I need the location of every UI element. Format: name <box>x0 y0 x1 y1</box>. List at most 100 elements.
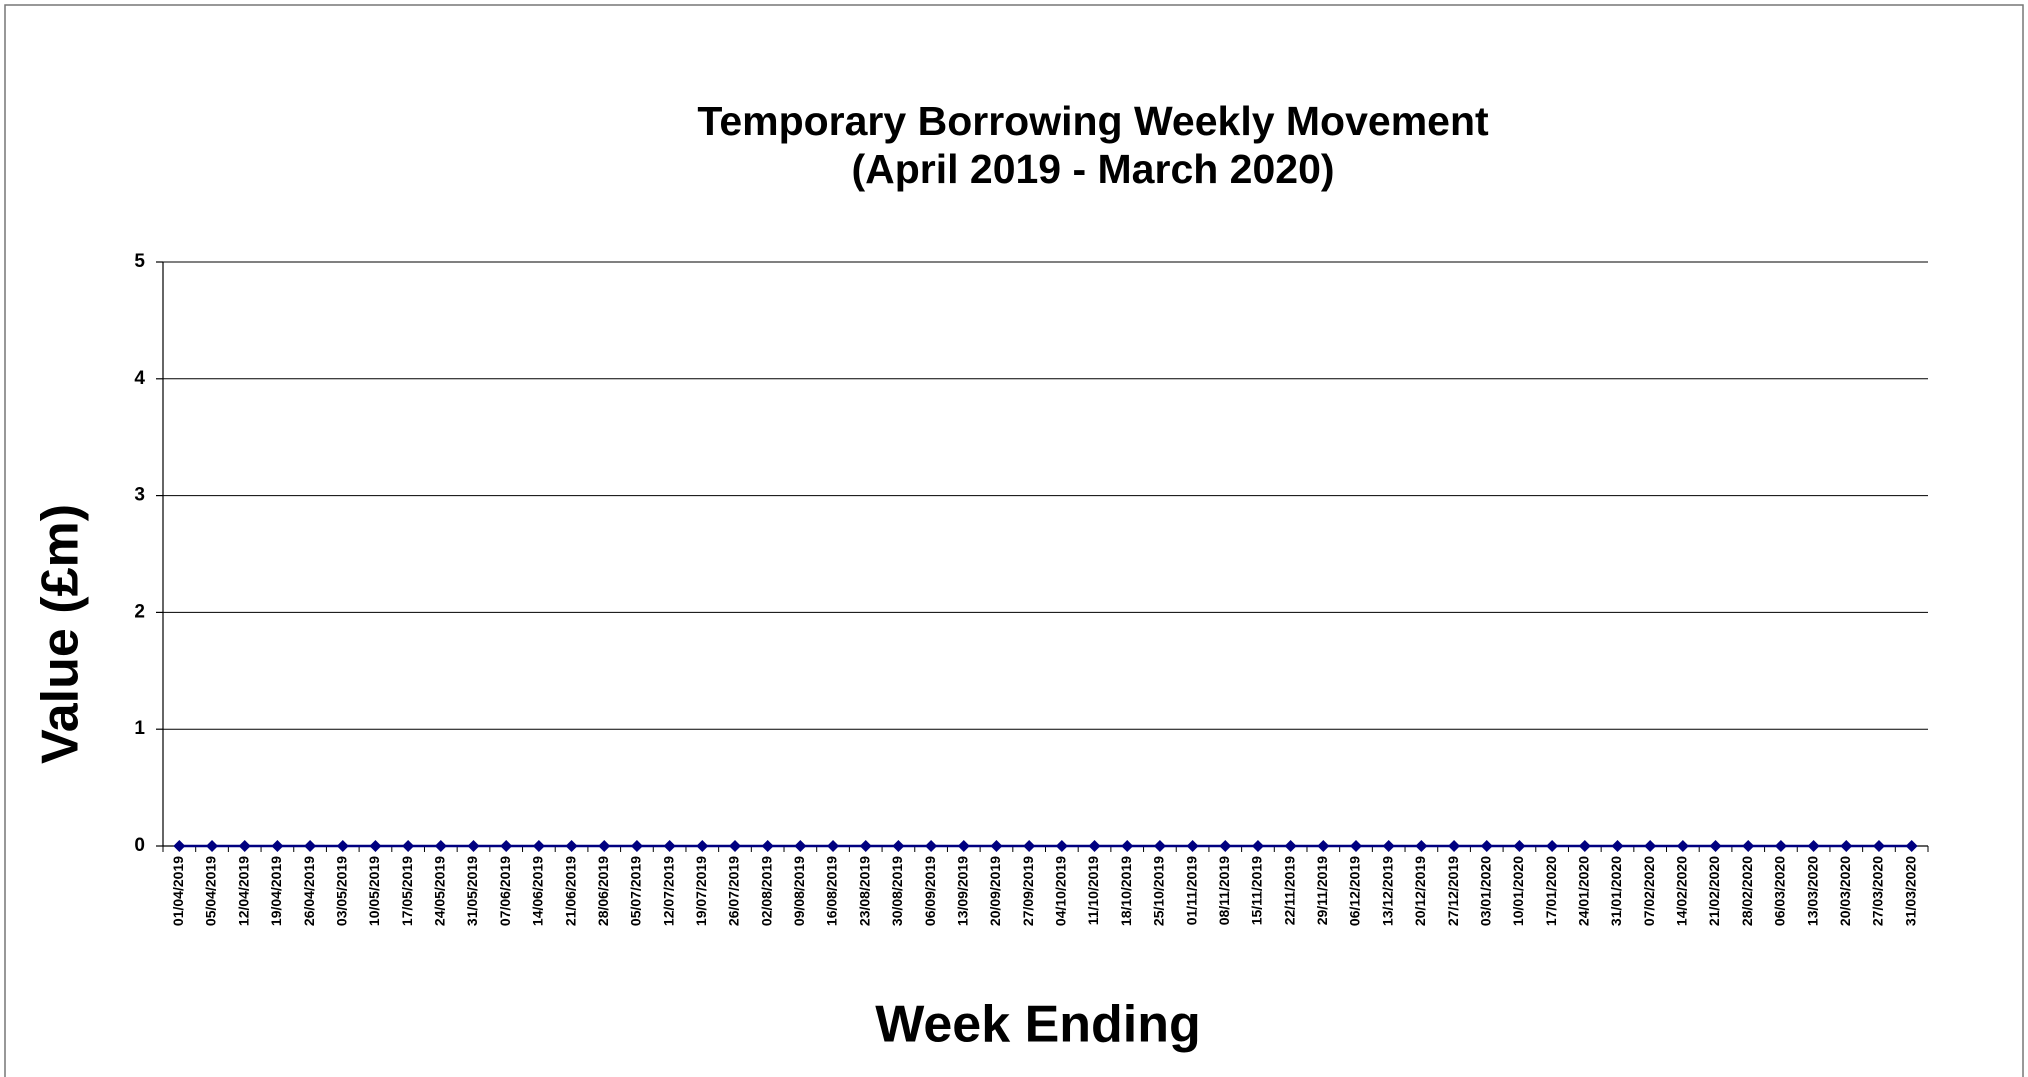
chart-subtitle: (April 2019 - March 2020) <box>851 146 1334 192</box>
data-point <box>238 840 251 852</box>
x-tick-label: 26/07/2019 <box>726 856 742 926</box>
x-tick-label: 03/01/2020 <box>1477 856 1493 926</box>
x-tick-label: 05/04/2019 <box>203 856 219 926</box>
y-tick-label: 0 <box>134 835 145 856</box>
data-point <box>761 840 774 852</box>
data-point <box>173 840 186 852</box>
data-point <box>500 840 513 852</box>
x-tick-label: 06/12/2019 <box>1347 856 1363 926</box>
data-point <box>1023 840 1036 852</box>
data-point <box>1905 840 1918 852</box>
data-point <box>1186 840 1199 852</box>
x-tick-label: 06/09/2019 <box>922 856 938 926</box>
data-point <box>728 840 741 852</box>
x-tick-label: 03/05/2019 <box>333 856 349 926</box>
x-tick-label: 27/09/2019 <box>1020 856 1036 926</box>
data-point <box>336 840 349 852</box>
x-tick-label: 27/12/2019 <box>1445 856 1461 926</box>
x-tick-label: 06/03/2020 <box>1772 856 1788 926</box>
x-tick-label: 31/05/2019 <box>464 856 480 926</box>
x-tick-label: 04/10/2019 <box>1053 856 1069 926</box>
x-tick-label: 23/08/2019 <box>856 856 872 926</box>
x-tick-label: 07/02/2020 <box>1641 856 1657 926</box>
x-tick-label: 20/03/2020 <box>1837 856 1853 926</box>
data-point <box>1415 840 1428 852</box>
x-tick-label: 17/05/2019 <box>399 856 415 926</box>
data-point <box>304 840 317 852</box>
x-tick-label: 08/11/2019 <box>1216 856 1232 926</box>
data-point <box>1546 840 1559 852</box>
x-tick-label: 10/05/2019 <box>366 856 382 926</box>
data-point <box>892 840 905 852</box>
chart-title: Temporary Borrowing Weekly Movement <box>697 98 1489 144</box>
x-tick-label: 09/08/2019 <box>791 856 807 926</box>
data-point <box>1121 840 1134 852</box>
x-tick-label: 07/06/2019 <box>497 856 513 926</box>
x-tick-label: 14/06/2019 <box>530 856 546 926</box>
x-tick-label: 20/12/2019 <box>1412 856 1428 926</box>
y-tick-label: 2 <box>134 601 145 622</box>
x-tick-label: 21/02/2020 <box>1706 856 1722 926</box>
chart-frame <box>4 4 2024 1077</box>
x-tick-label: 31/03/2020 <box>1902 856 1918 926</box>
x-tick-label: 29/11/2019 <box>1314 856 1330 926</box>
data-point <box>1611 840 1624 852</box>
data-point <box>1872 840 1885 852</box>
data-point <box>565 840 578 852</box>
x-tick-label: 14/02/2020 <box>1674 856 1690 926</box>
x-tick-label: 17/01/2020 <box>1543 856 1559 926</box>
data-point <box>1513 840 1526 852</box>
data-point <box>1644 840 1657 852</box>
data-point <box>663 840 676 852</box>
y-tick-label: 4 <box>134 368 145 389</box>
data-point <box>1840 840 1853 852</box>
data-point <box>696 840 709 852</box>
data-point <box>402 840 415 852</box>
data-point <box>1448 840 1461 852</box>
x-tick-label: 05/07/2019 <box>628 856 644 926</box>
data-point <box>1153 840 1166 852</box>
x-tick-label: 18/10/2019 <box>1118 856 1134 926</box>
y-tick-label: 5 <box>134 251 145 272</box>
y-axis-title: Value (£m) <box>32 504 90 764</box>
x-tick-label: 16/08/2019 <box>824 856 840 926</box>
data-point <box>1578 840 1591 852</box>
data-point <box>598 840 611 852</box>
data-point <box>1284 840 1297 852</box>
data-point <box>630 840 643 852</box>
data-point <box>1350 840 1363 852</box>
x-tick-label: 24/01/2020 <box>1576 856 1592 926</box>
data-point <box>1251 840 1264 852</box>
data-point <box>1709 840 1722 852</box>
x-tick-label: 31/01/2020 <box>1608 856 1624 926</box>
x-tick-label: 01/11/2019 <box>1183 856 1199 926</box>
x-tick-label: 30/08/2019 <box>889 856 905 926</box>
data-point <box>271 840 284 852</box>
data-point <box>1317 840 1330 852</box>
data-point <box>1676 840 1689 852</box>
data-point <box>434 840 447 852</box>
x-tick-label: 28/02/2020 <box>1739 856 1755 926</box>
x-tick-label: 15/11/2019 <box>1249 856 1265 926</box>
x-tick-label: 02/08/2019 <box>758 856 774 926</box>
x-tick-label: 19/07/2019 <box>693 856 709 926</box>
x-tick-label: 21/06/2019 <box>562 856 578 926</box>
data-point <box>827 840 840 852</box>
x-tick-label: 12/07/2019 <box>660 856 676 926</box>
data-point <box>1807 840 1820 852</box>
data-point <box>925 840 938 852</box>
data-point <box>859 840 872 852</box>
x-tick-label: 10/01/2020 <box>1510 856 1526 926</box>
x-tick-label: 28/06/2019 <box>595 856 611 926</box>
data-point <box>1774 840 1787 852</box>
x-tick-label: 13/12/2019 <box>1379 856 1395 926</box>
data-point <box>467 840 480 852</box>
data-point <box>1480 840 1493 852</box>
x-tick-label: 24/05/2019 <box>432 856 448 926</box>
x-tick-label: 12/04/2019 <box>235 856 251 926</box>
data-point <box>1742 840 1755 852</box>
data-point <box>1382 840 1395 852</box>
x-axis-title: Week Ending <box>875 996 1201 1054</box>
x-tick-label: 13/09/2019 <box>954 856 970 926</box>
